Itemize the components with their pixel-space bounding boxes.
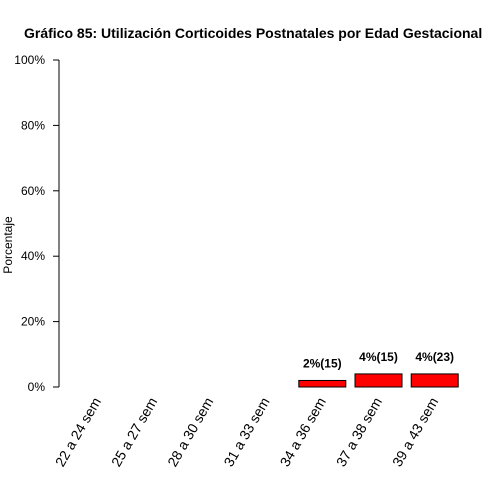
x-tick-label: 39 a 43 sem (389, 395, 441, 470)
data-labels: 2%(15) 4%(15) 4%(23) (303, 350, 454, 371)
y-tick-label: 20% (21, 315, 45, 329)
data-label: 4%(15) (359, 350, 398, 364)
x-tick-label: 31 a 33 sem (220, 395, 272, 470)
y-tick-label: 40% (21, 249, 45, 263)
data-label: 2%(15) (303, 356, 342, 370)
bar (410, 373, 459, 388)
x-axis-labels: 22 a 24 sem 25 a 27 sem 28 a 30 sem 31 a 33… (52, 395, 442, 470)
x-tick-label: 22 a 24 sem (52, 395, 104, 470)
y-tick-label: 80% (21, 118, 45, 132)
x-tick-label: 25 a 27 sem (108, 395, 160, 470)
chart-title: Gráfico 85: Utilización Corticoides Post… (24, 25, 482, 41)
y-tick-label: 0% (28, 380, 46, 394)
y-axis: 0% 20% 40% 60% 80% 100% (14, 53, 60, 394)
y-tick-label: 100% (14, 53, 45, 67)
bars (298, 373, 459, 388)
y-tick-label: 60% (21, 184, 45, 198)
bar (298, 379, 347, 388)
x-tick-label: 28 a 30 sem (164, 395, 216, 470)
y-axis-label: Porcentaje (1, 216, 15, 274)
data-label: 4%(23) (415, 350, 454, 364)
bar (354, 373, 403, 388)
x-tick-label: 34 a 36 sem (277, 395, 329, 470)
x-tick-label: 37 a 38 sem (333, 395, 385, 470)
